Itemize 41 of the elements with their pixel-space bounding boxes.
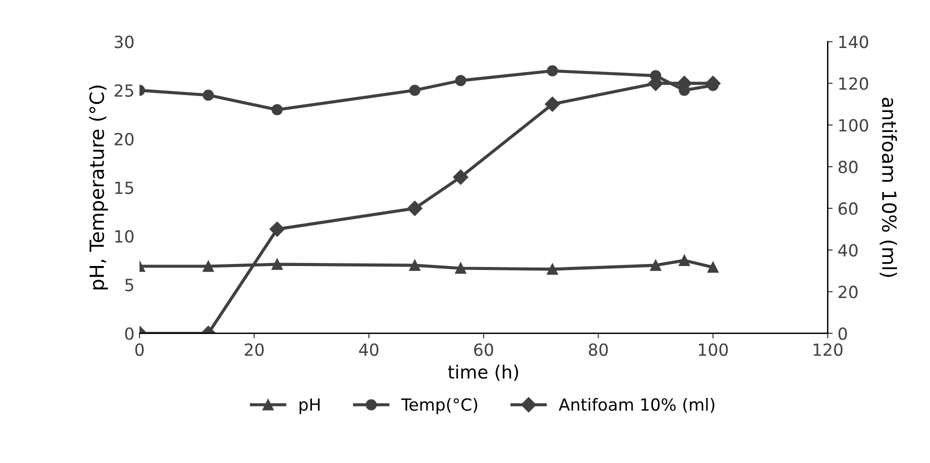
y-axis-title: pH, Temperature (°C) bbox=[89, 86, 108, 290]
point bbox=[409, 84, 420, 96]
y2-tick-label: 120 bbox=[839, 77, 868, 90]
legend-label: Antifoam 10% (ml) bbox=[558, 398, 714, 413]
point bbox=[409, 260, 420, 271]
x-tick-label: 40 bbox=[359, 343, 378, 356]
y-tick-label: 25 bbox=[114, 84, 134, 97]
legend-label: pH bbox=[300, 398, 320, 414]
x-tick-label: 120 bbox=[814, 343, 842, 356]
y2-tick-label: 80 bbox=[838, 160, 858, 174]
y-tick-label: 10 bbox=[115, 230, 134, 243]
y2-tick-label: 140 bbox=[839, 36, 868, 48]
point bbox=[678, 254, 690, 266]
y2-tick-label: 40 bbox=[838, 244, 858, 257]
x-tick-label: 20 bbox=[244, 343, 264, 356]
point bbox=[272, 104, 283, 116]
point bbox=[455, 262, 466, 274]
point bbox=[707, 262, 719, 273]
point bbox=[272, 258, 283, 270]
y-tick-label: 15 bbox=[115, 182, 134, 194]
y2-axis-title: antifoam 10% (ml) bbox=[880, 98, 898, 277]
y-tick-label: 5 bbox=[125, 278, 134, 292]
point bbox=[546, 264, 558, 275]
x-tick-label: 60 bbox=[474, 343, 494, 356]
x-tick-label: 100 bbox=[698, 343, 728, 356]
y-tick-label: 0 bbox=[125, 327, 134, 340]
x-tick-label: 0 bbox=[135, 343, 144, 356]
point bbox=[650, 260, 662, 271]
point bbox=[546, 65, 558, 76]
y-tick-label: 20 bbox=[114, 132, 134, 146]
point bbox=[202, 260, 214, 272]
point bbox=[202, 90, 214, 101]
y2-tick-label: 20 bbox=[838, 286, 858, 298]
x-axis-title: time (h) bbox=[448, 364, 518, 381]
y2-tick-label: 0 bbox=[838, 327, 847, 340]
x-tick-label: 80 bbox=[588, 343, 608, 356]
legend-label: Temp(°C) bbox=[401, 398, 478, 414]
y2-tick-label: 60 bbox=[838, 202, 858, 215]
y2-tick-label: 100 bbox=[839, 118, 868, 132]
point bbox=[455, 75, 466, 86]
y-tick-label: 30 bbox=[114, 36, 134, 48]
